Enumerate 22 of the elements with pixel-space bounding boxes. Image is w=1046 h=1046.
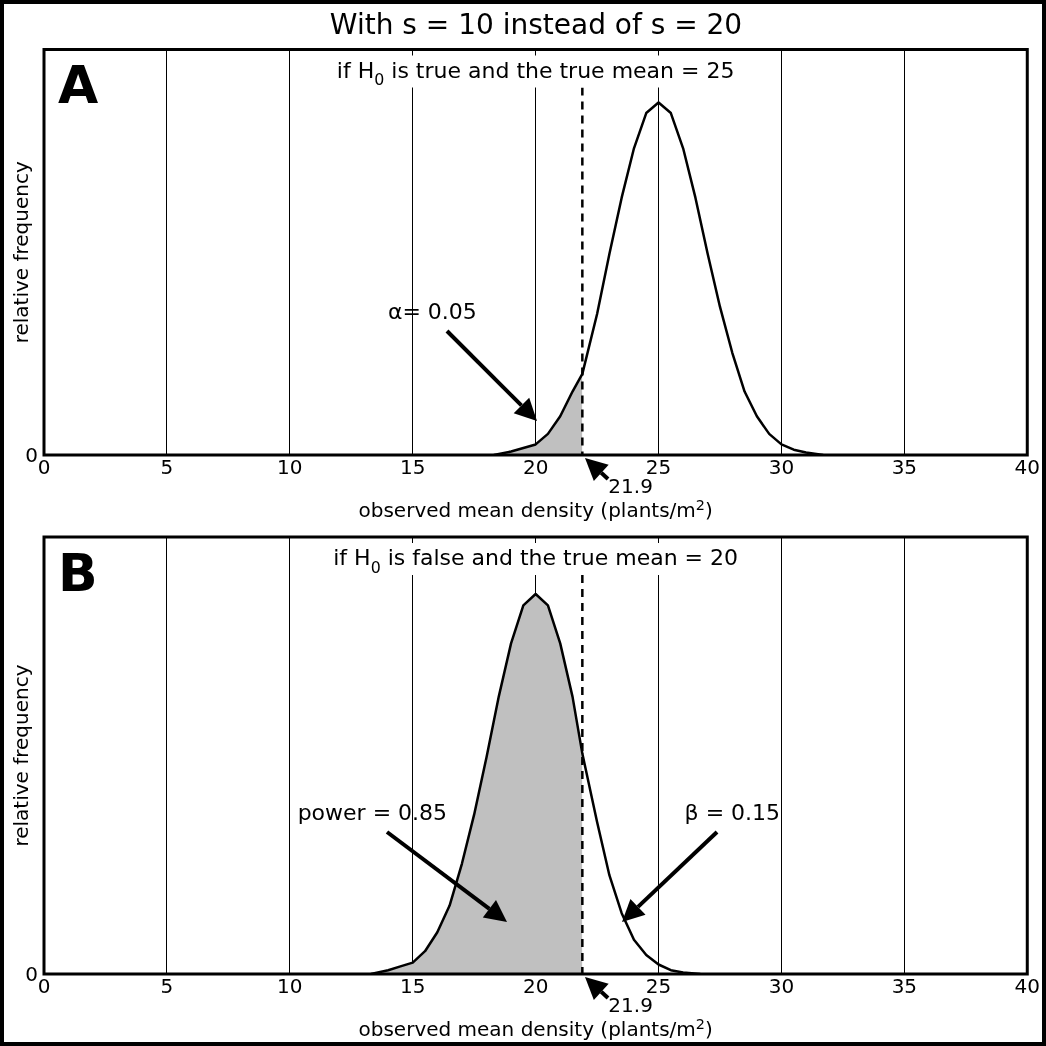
annotation: β = 0.15	[684, 799, 781, 825]
x-tick-label: 35	[891, 455, 918, 480]
x-tick-label: 20	[522, 974, 549, 999]
chart-title: With s = 10 instead of s = 20	[329, 8, 743, 42]
y-axis-title: relative frequency	[9, 664, 33, 847]
x-tick-label: 35	[891, 974, 918, 999]
x-tick-label: 0	[37, 974, 51, 999]
x-tick-label: 5	[160, 455, 174, 480]
x-tick-label: 40	[1014, 974, 1040, 999]
x-tick-label: 10	[277, 974, 303, 999]
x-tick-label: 15	[400, 455, 426, 480]
x-tick-label: 0	[37, 455, 51, 480]
annotation: B	[58, 542, 98, 603]
x-tick-label: 20	[522, 455, 549, 480]
annotation: A	[58, 55, 99, 116]
x-tick-label: 15	[400, 974, 426, 999]
x-tick-label: 40	[1014, 455, 1040, 480]
x-tick-label: 5	[160, 974, 174, 999]
x-tick-label: 30	[768, 455, 795, 480]
x-tick-label: 30	[768, 974, 795, 999]
x-tick-label: 10	[277, 455, 303, 480]
y-axis-title: relative frequency	[9, 161, 33, 344]
